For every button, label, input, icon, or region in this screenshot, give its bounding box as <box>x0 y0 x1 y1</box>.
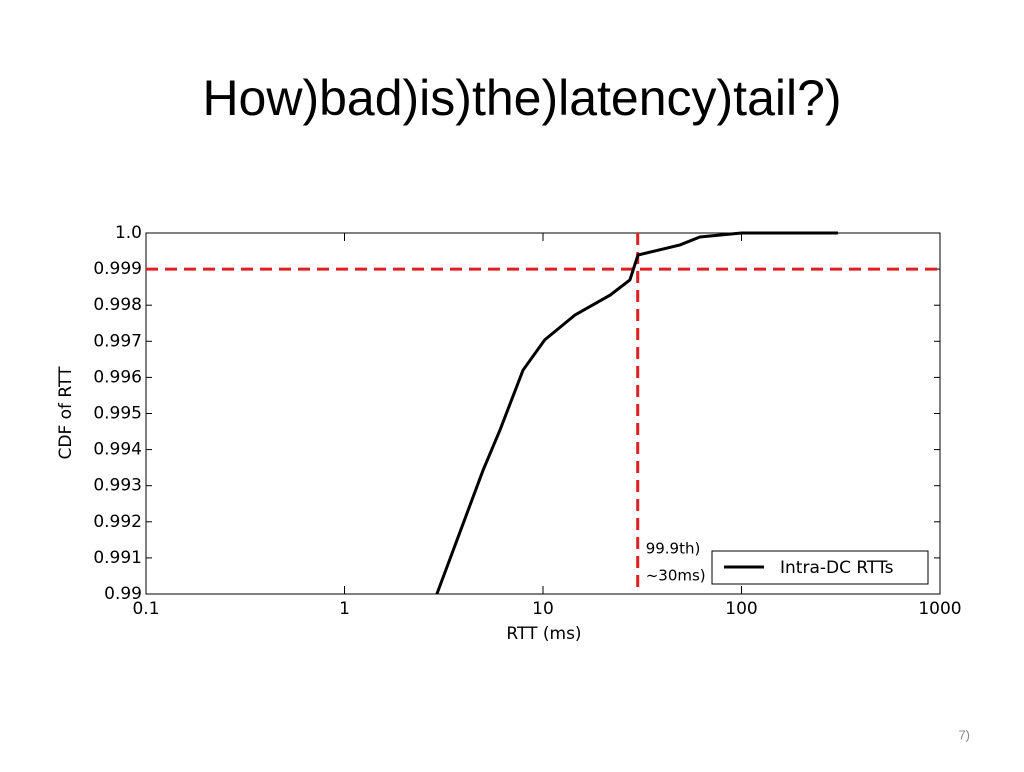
x-axis-label: RTT (ms) <box>506 624 581 644</box>
x-tick-label: 100 <box>725 599 757 619</box>
y-tick-label: 0.991 <box>93 548 142 568</box>
x-tick-label: 0.1 <box>132 599 159 619</box>
legend-label: Intra-DC RTTs <box>780 558 894 578</box>
y-tick-label: 0.999 <box>93 259 142 279</box>
y-tick-label: 0.997 <box>93 331 142 351</box>
x-tick-label: 1 <box>339 599 350 619</box>
legend-box <box>711 550 929 585</box>
y-tick-label: 0.993 <box>93 476 142 496</box>
y-tick-label: 0.992 <box>93 512 142 532</box>
y-tick-label: 0.995 <box>93 404 142 424</box>
page-number: 7) <box>958 727 970 742</box>
x-tick-label: 10 <box>532 599 554 619</box>
annotation: ~30ms) <box>646 567 706 585</box>
plot-frame <box>145 232 941 595</box>
y-axis-label: CDF of RTT <box>56 366 76 460</box>
y-tick-label: 0.99 <box>104 584 142 604</box>
x-tick-label: 1000 <box>918 599 961 619</box>
y-tick-label: 1.0 <box>115 223 142 243</box>
annotation: 99.9th) <box>646 540 701 558</box>
y-tick-label: 0.996 <box>93 367 142 387</box>
slide-title: How)bad)is)the)latency)tail?) <box>202 70 841 126</box>
cdf-line <box>435 231 838 595</box>
y-tick-label: 0.994 <box>93 440 142 460</box>
y-tick-label: 0.998 <box>93 295 142 315</box>
